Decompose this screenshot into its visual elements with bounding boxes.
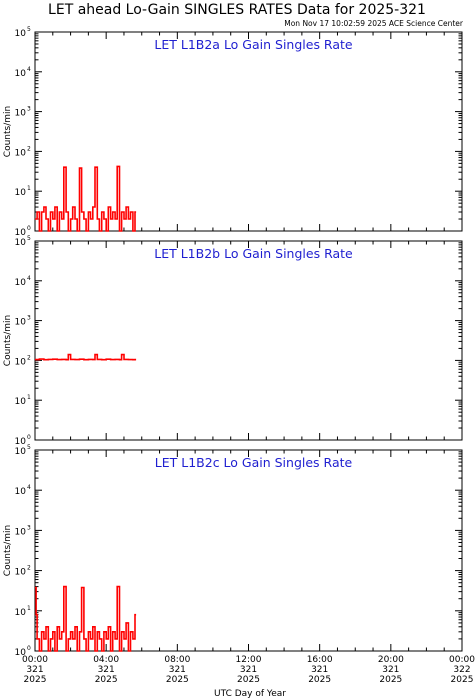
y-tick-exponent: 3 [27, 524, 31, 531]
x-tick-time: 00:00 [449, 655, 475, 665]
x-tick-year: 2025 [95, 675, 118, 685]
x-tick-time: 20:00 [378, 655, 404, 665]
y-tick-exponent: 2 [27, 145, 31, 152]
x-tick-doy: 321 [240, 665, 257, 675]
panel-title: LET L1B2b Lo Gain Singles Rate [154, 246, 353, 261]
y-tick-exponent: 0 [27, 225, 31, 232]
y-tick-exponent: 4 [27, 484, 31, 491]
generation-timestamp: Mon Nov 17 10:02:59 2025 ACE Science Cen… [284, 19, 464, 28]
y-tick-label: 10 [15, 238, 27, 248]
y-tick-exponent: 1 [27, 605, 31, 612]
data-series-line [35, 585, 137, 652]
x-tick-doy: 321 [382, 665, 399, 675]
figure-title: LET ahead Lo-Gain SINGLES RATES Data for… [48, 2, 426, 18]
x-tick-time: 08:00 [164, 655, 190, 665]
panel-frame [34, 240, 463, 441]
y-tick-exponent: 0 [27, 645, 31, 652]
x-tick-year: 2025 [379, 675, 402, 685]
y-axis-label: Counts/min [3, 315, 13, 366]
y-tick-exponent: 3 [27, 106, 31, 113]
x-tick-doy: 322 [453, 665, 470, 675]
data-series-line [35, 165, 137, 232]
x-tick-doy: 321 [98, 665, 115, 675]
x-tick-time: 12:00 [236, 655, 262, 665]
x-tick-year: 2025 [451, 675, 474, 685]
y-tick-exponent: 5 [27, 235, 31, 242]
y-axis-label: Counts/min [3, 525, 13, 576]
y-axis-label: Counts/min [3, 106, 13, 157]
y-tick-exponent: 2 [27, 565, 31, 572]
x-tick-time: 04:00 [93, 655, 119, 665]
x-tick-doy: 321 [26, 665, 43, 675]
panel-frame [34, 449, 463, 652]
y-tick-label: 10 [15, 527, 27, 537]
y-tick-label: 10 [15, 148, 27, 158]
y-tick-label: 10 [15, 109, 27, 119]
y-tick-label: 10 [15, 228, 27, 238]
y-tick-label: 10 [15, 648, 27, 658]
y-tick-exponent: 0 [27, 434, 31, 441]
y-tick-label: 10 [15, 278, 27, 288]
y-tick-label: 10 [15, 447, 27, 457]
y-tick-label: 10 [15, 357, 27, 367]
y-tick-exponent: 1 [27, 394, 31, 401]
y-tick-label: 10 [15, 29, 27, 39]
x-tick-year: 2025 [166, 675, 189, 685]
y-tick-exponent: 1 [27, 185, 31, 192]
data-series-line [35, 353, 137, 361]
y-tick-exponent: 2 [27, 354, 31, 361]
y-tick-label: 10 [15, 437, 27, 447]
x-tick-time: 00:00 [22, 655, 48, 665]
x-tick-year: 2025 [237, 675, 260, 685]
panel-title: LET L1B2c Lo Gain Singles Rate [155, 455, 353, 470]
y-tick-exponent: 5 [27, 444, 31, 451]
x-tick-doy: 321 [311, 665, 328, 675]
x-tick-doy: 321 [169, 665, 186, 675]
x-tick-year: 2025 [24, 675, 47, 685]
x-tick-year: 2025 [308, 675, 331, 685]
y-tick-label: 10 [15, 608, 27, 618]
panel-title: LET L1B2a Lo Gain Singles Rate [154, 37, 353, 52]
y-tick-exponent: 3 [27, 315, 31, 322]
y-tick-label: 10 [15, 487, 27, 497]
y-tick-label: 10 [15, 69, 27, 79]
y-tick-label: 10 [15, 568, 27, 578]
y-tick-exponent: 4 [27, 66, 31, 73]
y-tick-exponent: 5 [27, 26, 31, 33]
y-tick-exponent: 4 [27, 275, 31, 282]
panel-frame [34, 31, 463, 232]
y-tick-label: 10 [15, 397, 27, 407]
x-tick-time: 16:00 [307, 655, 333, 665]
y-tick-label: 10 [15, 188, 27, 198]
x-axis-label: UTC Day of Year [214, 689, 286, 699]
y-tick-label: 10 [15, 318, 27, 328]
